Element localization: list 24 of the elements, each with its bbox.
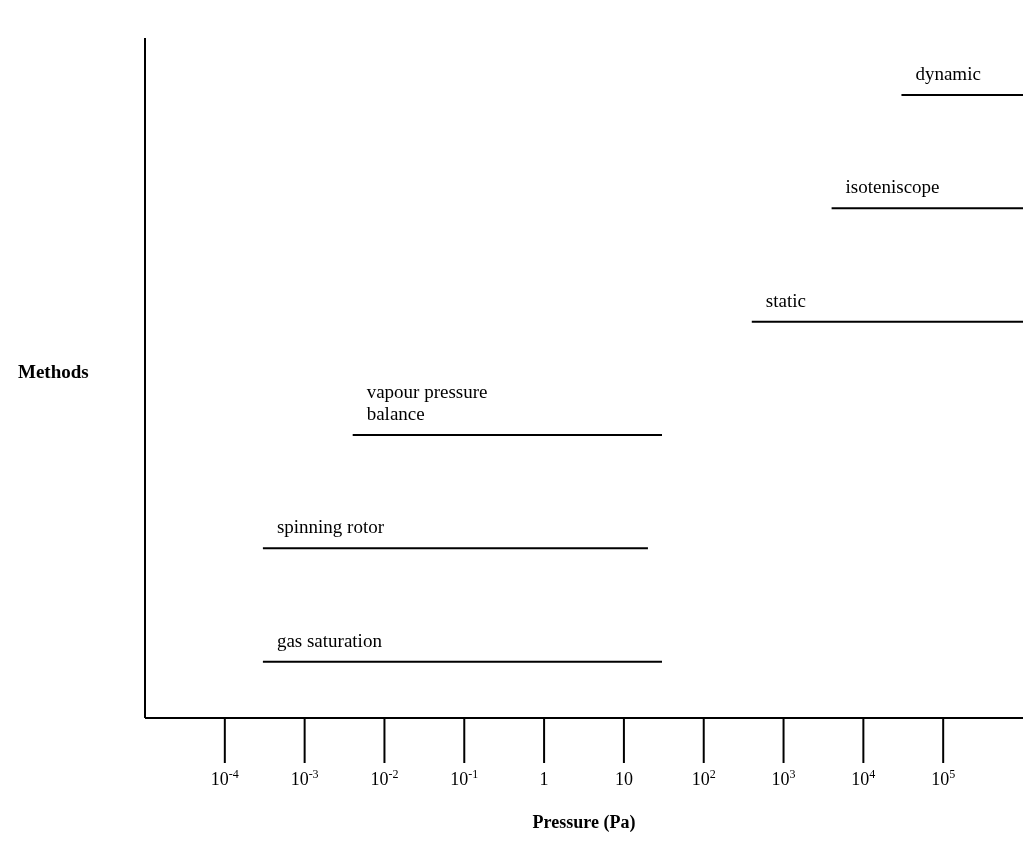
bar — [831, 207, 1023, 210]
y-tick-label: vapour pressure balance — [366, 381, 488, 424]
x-tick-label: 10$^{3}$ — [771, 767, 796, 789]
bar — [901, 94, 1023, 96]
y-tick-label: isoteniscope — [845, 176, 940, 198]
x-tick-label: 10$^{-3}$ — [290, 767, 319, 789]
x-tick-label: 10$^{4}$ — [851, 767, 876, 789]
x-tick-label: 1 — [539, 769, 549, 789]
bar — [352, 434, 662, 436]
x-tick-label: 10$^{5}$ — [931, 767, 956, 789]
y-tick-label: static — [765, 289, 806, 311]
bar — [262, 660, 662, 663]
bar — [751, 320, 1023, 323]
x-tick-label: 10$^{2}$ — [691, 767, 716, 789]
x-tick-label: 10$^{-2}$ — [370, 767, 399, 789]
y-tick-label: spinning rotor — [276, 516, 385, 538]
x-tick-label: 10$^{-1}$ — [450, 767, 479, 789]
x-tick-label: 10 — [614, 769, 633, 789]
x-axis-title: Pressure (Pa) — [532, 812, 636, 833]
y-tick-label: gas saturation — [276, 629, 383, 651]
x-tick-label: 10$^{-4}$ — [210, 767, 239, 789]
bar — [262, 547, 648, 550]
y-axis-title: Methods — [18, 361, 89, 382]
y-tick-label: dynamic — [915, 63, 981, 84]
